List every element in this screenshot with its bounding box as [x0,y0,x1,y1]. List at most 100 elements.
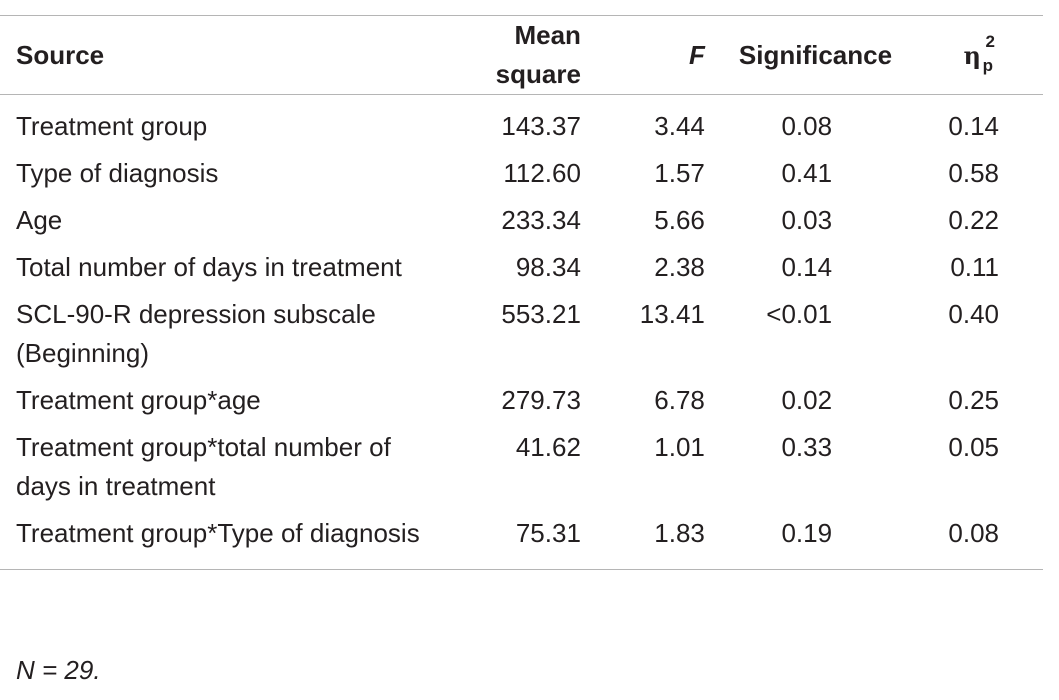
table-row: Treatment group*Type of diagnosis 75.31 1.… [0,514,1043,570]
cell-source-text: Treatment group*total number of days in … [16,432,391,501]
cell-partial-eta-squared-text: 0.25 [948,385,999,415]
cell-mean-square: 553.21 [441,295,581,381]
cell-f: 6.78 [581,381,735,428]
table-body: Treatment group 143.37 3.44 0.08 0.14 Type of… [0,95,1043,570]
cell-mean-square-text: 279.73 [501,385,581,415]
cell-source: Treatment group*total number of days in … [0,428,441,514]
cell-mean-square: 75.31 [441,514,581,570]
cell-f-text: 1.83 [654,518,705,548]
table-row: Total number of days in treatment 98.34 2.… [0,248,1043,295]
cell-mean-square: 233.34 [441,201,581,248]
cell-significance: 0.41 [735,154,892,201]
cell-significance: 0.08 [735,95,892,155]
cell-significance-text: 0.08 [781,111,833,141]
header-source: Source [0,15,442,95]
cell-source-text: Treatment group*age [16,385,261,415]
header-significance: Significance [734,15,893,95]
cell-partial-eta-squared-text: 0.05 [948,432,999,462]
cell-f: 2.38 [581,248,735,295]
table-row: Treatment group*total number of days in … [0,428,1043,514]
cell-partial-eta-squared: 0.58 [892,154,1043,201]
cell-partial-eta-squared: 0.14 [892,95,1043,155]
cell-mean-square-text: 553.21 [501,299,581,329]
cell-mean-square: 279.73 [441,381,581,428]
cell-mean-square-text: 233.34 [501,205,581,235]
cell-f: 1.01 [581,428,735,514]
cell-mean-square: 98.34 [441,248,581,295]
cell-significance: 0.19 [734,514,893,570]
cell-mean-square-text: 41.62 [515,432,581,462]
table-footnote: N = 29. [16,655,101,685]
cell-source: Type of diagnosis [0,154,441,201]
table-row: Type of diagnosis 112.60 1.57 0.41 0.58 [0,154,1043,201]
cell-f-text: 1.01 [654,432,705,462]
cell-f: 13.41 [581,295,735,381]
table-row: Age 233.34 5.66 0.03 0.22 [0,201,1043,248]
cell-partial-eta-squared: 0.05 [892,428,1043,514]
cell-f: 3.44 [581,95,735,155]
cell-f-text: 5.66 [654,205,705,235]
cell-partial-eta-squared-text: 0.14 [948,111,999,141]
header-f-label: F [688,39,705,70]
cell-partial-eta-squared: 0.22 [892,201,1043,248]
cell-significance: <0.01 [735,295,892,381]
cell-source: SCL-90-R depression subscale (Beginning) [0,295,441,381]
cell-mean-square-text: 112.60 [503,158,581,188]
cell-f-text: 6.78 [654,385,705,415]
cell-significance-text: 0.02 [781,385,833,415]
cell-source-text: Treatment group [16,111,208,141]
cell-source: Treatment group*age [0,381,441,428]
table-row: Treatment group*age 279.73 6.78 0.02 0.25 [0,381,1043,428]
cell-mean-square-text: 75.31 [515,518,581,548]
eta-letter: η [963,40,981,70]
cell-partial-eta-squared-text: 0.08 [948,518,999,548]
cell-partial-eta-squared-text: 0.11 [950,252,999,282]
cell-f: 1.83 [580,514,735,570]
cell-mean-square: 112.60 [441,154,581,201]
header-significance-label: Significance [738,39,893,70]
cell-source-text: SCL-90-R depression subscale (Beginning) [16,299,376,368]
cell-partial-eta-squared: 0.40 [892,295,1043,381]
eta-subscript: p [982,55,993,75]
table-row: Treatment group 143.37 3.44 0.08 0.14 [0,95,1043,155]
cell-significance-text: 0.19 [781,518,833,548]
cell-significance: 0.33 [735,428,892,514]
cell-mean-square: 41.62 [441,428,581,514]
cell-source-text: Type of diagnosis [16,158,219,188]
cell-significance-text: 0.03 [781,205,833,235]
cell-significance: 0.14 [735,248,892,295]
header-f: F [580,15,735,95]
cell-significance-text: 0.33 [781,432,833,462]
cell-partial-eta-squared-text: 0.58 [948,158,999,188]
header-mean-square: Mean square [441,15,581,95]
cell-significance-text: 0.14 [781,252,833,282]
cell-partial-eta-squared-text: 0.40 [948,299,999,329]
cell-mean-square-text: 143.37 [501,111,581,141]
cell-significance: 0.02 [735,381,892,428]
cell-mean-square-text: 98.34 [515,252,581,282]
cell-f-text: 2.38 [654,252,705,282]
cell-source-text: Age [16,205,63,235]
cell-mean-square: 143.37 [441,95,581,155]
cell-significance-text: <0.01 [766,299,833,329]
cell-source: Treatment group*Type of diagnosis [0,514,442,570]
cell-source-text: Total number of days in treatment [16,252,402,282]
cell-source: Total number of days in treatment [0,248,441,295]
cell-partial-eta-squared: 0.11 [892,248,1043,295]
table-row: SCL-90-R depression subscale (Beginning)… [0,295,1043,381]
eta-superscript: 2 [985,31,995,51]
cell-significance: 0.03 [735,201,892,248]
cell-f: 1.57 [581,154,735,201]
cell-significance-text: 0.41 [781,158,833,188]
cell-f-text: 1.57 [654,158,705,188]
cell-partial-eta-squared: 0.25 [892,381,1043,428]
cell-partial-eta-squared: 0.08 [892,514,1043,570]
cell-source: Age [0,201,441,248]
cell-f-text: 13.41 [639,299,705,329]
cell-partial-eta-squared-text: 0.22 [948,205,999,235]
